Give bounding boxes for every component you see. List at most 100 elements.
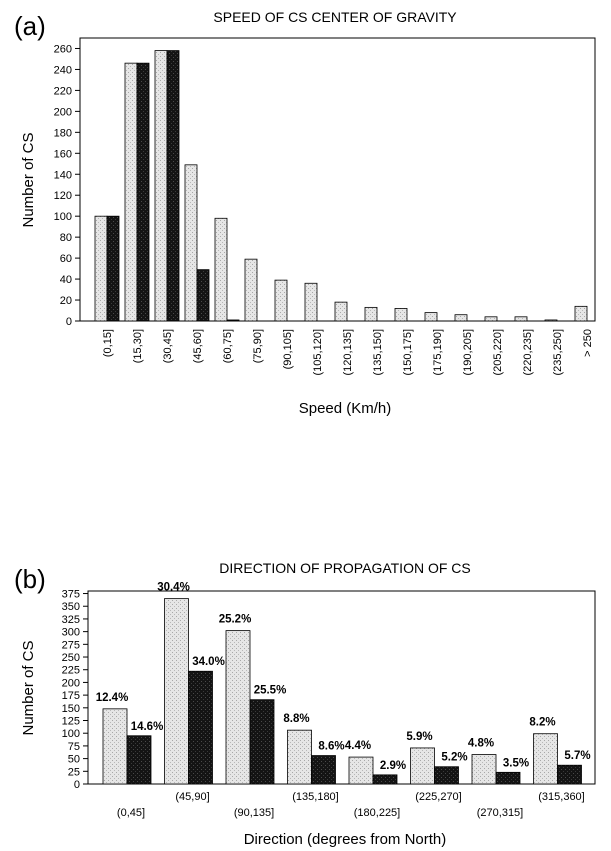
bar-dark <box>126 735 152 785</box>
x-tick-label: (45,60] <box>192 329 204 363</box>
data-label: 34.0% <box>192 656 225 668</box>
y-tick-label: 150 <box>62 703 80 715</box>
data-label: 25.5% <box>254 685 287 697</box>
y-tick-label: 25 <box>68 766 80 778</box>
bar-dark <box>106 215 120 322</box>
y-tick-label: 325 <box>62 614 80 626</box>
y-tick-label: 250 <box>62 652 80 664</box>
plot-frame-1 <box>87 590 596 785</box>
y-tick-label: 300 <box>62 627 80 639</box>
x-axis-label: Direction (degrees from North) <box>244 831 447 848</box>
y-tick-label: 20 <box>60 295 72 307</box>
bar-light <box>214 217 228 322</box>
bar-light <box>533 733 558 785</box>
data-label: 5.9% <box>406 731 432 743</box>
bar-light <box>348 756 374 785</box>
bar-dark <box>249 699 275 785</box>
data-label: 14.6% <box>131 721 164 733</box>
x-tick-label: > 250 <box>582 329 594 357</box>
data-label: 2.9% <box>380 760 406 772</box>
bar-dark <box>434 766 459 785</box>
data-label: 5.2% <box>441 752 467 764</box>
y-axis-label: Number of CS <box>20 640 37 735</box>
data-label: 12.4% <box>96 692 129 704</box>
bar-light <box>304 282 318 322</box>
x-tick-label: (15,30] <box>132 329 144 363</box>
x-tick-label: (90,105] <box>282 329 294 369</box>
bar-light <box>484 316 498 322</box>
data-label: 8.2% <box>529 717 555 729</box>
bar-dark <box>196 269 210 322</box>
x-tick-label: (225,270] <box>415 791 461 803</box>
x-tick-label: (220,235] <box>522 329 534 375</box>
y-tick-label: 180 <box>54 127 72 139</box>
bar-light <box>164 598 189 785</box>
x-tick-label: (235,250] <box>552 329 564 375</box>
panel-label-0: (a) <box>14 11 46 41</box>
bar-light <box>364 306 378 322</box>
bar-dark <box>166 50 180 322</box>
bar-light <box>514 316 528 322</box>
bar-dark <box>372 774 398 785</box>
y-tick-label: 40 <box>60 274 72 286</box>
bar-light <box>244 258 258 322</box>
y-tick-label: 100 <box>62 728 80 740</box>
bar-light <box>410 747 435 785</box>
x-tick-label: (315,360] <box>538 791 584 803</box>
data-label: 3.5% <box>503 757 529 769</box>
x-tick-label: (45,90] <box>175 791 209 803</box>
y-tick-label: 80 <box>60 232 72 244</box>
x-tick-label: (180,225] <box>354 807 400 819</box>
y-tick-label: 0 <box>74 779 80 791</box>
bar-dark <box>311 755 336 785</box>
x-tick-label: (60,75] <box>222 329 234 363</box>
x-tick-label: (150,175] <box>402 329 414 375</box>
y-tick-label: 375 <box>62 589 80 601</box>
bar-dark <box>188 670 213 785</box>
x-tick-label: (205,220] <box>492 329 504 375</box>
x-tick-label: (0,45] <box>117 807 145 819</box>
bar-light <box>287 729 312 785</box>
bar-light <box>102 708 128 785</box>
y-tick-label: 275 <box>62 639 80 651</box>
y-tick-label: 350 <box>62 601 80 613</box>
bar-light <box>154 50 168 322</box>
x-tick-label: (175,190] <box>432 329 444 375</box>
y-axis-label: Number of CS <box>20 132 37 227</box>
y-tick-label: 0 <box>66 316 72 328</box>
x-tick-label: (270,315] <box>477 807 523 819</box>
x-tick-label: (90,135] <box>234 807 274 819</box>
data-label: 4.8% <box>468 738 494 750</box>
y-tick-label: 240 <box>54 64 72 76</box>
bar-light <box>225 630 251 785</box>
bar-dark <box>136 62 150 322</box>
bar-light <box>544 319 558 322</box>
y-tick-label: 160 <box>54 148 72 160</box>
chart-title-1: DIRECTION OF PROPAGATION OF CS <box>219 560 471 576</box>
bar-light <box>424 312 438 322</box>
bar-light <box>394 308 408 322</box>
data-label: 25.2% <box>219 614 252 626</box>
x-tick-label: (75,90] <box>252 329 264 363</box>
x-tick-label: (105,120] <box>312 329 324 375</box>
bar-light <box>454 314 468 322</box>
x-axis-label: Speed (Km/h) <box>299 400 392 417</box>
y-tick-label: 50 <box>68 754 80 766</box>
y-tick-label: 200 <box>62 677 80 689</box>
y-tick-label: 125 <box>62 716 80 728</box>
x-tick-label: (135,180] <box>292 791 338 803</box>
bar-light <box>94 215 108 322</box>
x-tick-label: (135,150] <box>372 329 384 375</box>
y-tick-label: 60 <box>60 253 72 265</box>
chart-title-0: SPEED OF CS CENTER OF GRAVITY <box>213 9 457 25</box>
panel-label-1: (b) <box>14 564 46 594</box>
y-tick-label: 100 <box>54 211 72 223</box>
y-tick-label: 120 <box>54 190 72 202</box>
x-tick-label: (0,15] <box>102 329 114 357</box>
x-tick-label: (190,205] <box>462 329 474 375</box>
x-tick-label: (120,135] <box>342 329 354 375</box>
y-tick-label: 75 <box>68 741 80 753</box>
data-label: 8.6% <box>318 741 344 753</box>
y-tick-label: 220 <box>54 85 72 97</box>
